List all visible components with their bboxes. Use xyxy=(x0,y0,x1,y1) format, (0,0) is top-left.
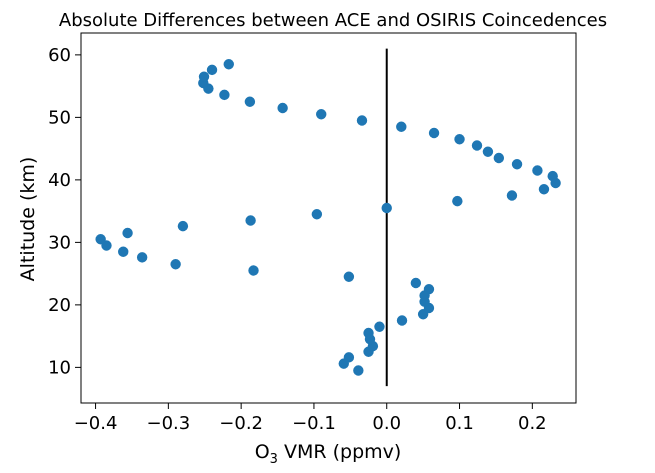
data-point-49 xyxy=(223,59,234,70)
data-point-21 xyxy=(95,234,106,245)
chart-title: Absolute Differences between ACE and OSI… xyxy=(59,10,607,31)
plot-area xyxy=(80,32,577,404)
data-point-25 xyxy=(311,209,323,220)
data-point-40 xyxy=(356,115,368,126)
data-point-43 xyxy=(244,96,256,107)
data-point-34 xyxy=(493,152,505,164)
x-axis-label-subscript: 3 xyxy=(270,452,278,467)
data-points xyxy=(95,59,561,376)
data-point-42 xyxy=(277,102,288,114)
data-point-38 xyxy=(428,127,440,139)
y-tick-label: 40 xyxy=(48,170,71,191)
x-tick-label: −0.4 xyxy=(74,413,118,434)
data-point-18 xyxy=(136,252,148,263)
x-tick-label: −0.3 xyxy=(146,413,190,434)
x-tick-label: 0.2 xyxy=(518,413,547,434)
y-tick-label: 10 xyxy=(48,357,71,378)
data-point-29 xyxy=(538,184,550,195)
y-axis-label: Altitude (km) xyxy=(17,157,39,282)
x-axis-label-rest: VMR (ppmv) xyxy=(278,441,401,463)
y-tick-label: 20 xyxy=(48,295,71,316)
x-tick-label: −0.1 xyxy=(292,413,336,434)
data-point-17 xyxy=(170,259,181,270)
data-point-48 xyxy=(206,64,218,76)
data-point-2 xyxy=(353,365,364,376)
x-tick-label: −0.2 xyxy=(219,413,263,434)
data-point-13 xyxy=(423,284,435,295)
y-tick-label: 50 xyxy=(48,107,71,128)
data-point-33 xyxy=(511,159,523,170)
data-point-39 xyxy=(396,121,407,132)
y-tick-label: 60 xyxy=(48,45,71,66)
data-point-14 xyxy=(410,277,422,289)
data-point-19 xyxy=(118,246,129,257)
data-point-37 xyxy=(454,134,465,145)
x-axis-label: O3 VMR (ppmv) xyxy=(255,441,402,467)
data-point-36 xyxy=(471,140,483,151)
data-point-6 xyxy=(363,327,374,339)
data-point-23 xyxy=(177,220,189,232)
data-point-31 xyxy=(547,170,558,182)
data-point-47 xyxy=(198,71,210,82)
data-point-7 xyxy=(374,321,385,332)
data-point-26 xyxy=(381,202,392,214)
data-point-44 xyxy=(219,89,230,101)
x-axis-ticks: −0.4 −0.3 −0.2 −0.1 0.0 0.1 0.2 xyxy=(74,403,547,434)
data-point-15 xyxy=(343,271,355,282)
y-tick-label: 30 xyxy=(48,232,71,253)
x-tick-label: 0.0 xyxy=(372,413,401,434)
data-point-16 xyxy=(248,265,259,276)
data-point-35 xyxy=(482,146,494,157)
y-axis-ticks: 10 20 30 40 50 60 xyxy=(48,45,81,378)
data-point-24 xyxy=(245,215,256,226)
x-tick-label: 0.1 xyxy=(445,413,474,434)
data-point-1 xyxy=(343,352,355,363)
data-point-27 xyxy=(452,195,463,207)
data-point-8 xyxy=(396,315,408,326)
x-axis-label-main: O xyxy=(255,441,270,463)
data-point-32 xyxy=(532,165,543,176)
data-point-22 xyxy=(122,227,133,239)
data-point-28 xyxy=(506,190,518,201)
data-point-41 xyxy=(316,109,327,120)
